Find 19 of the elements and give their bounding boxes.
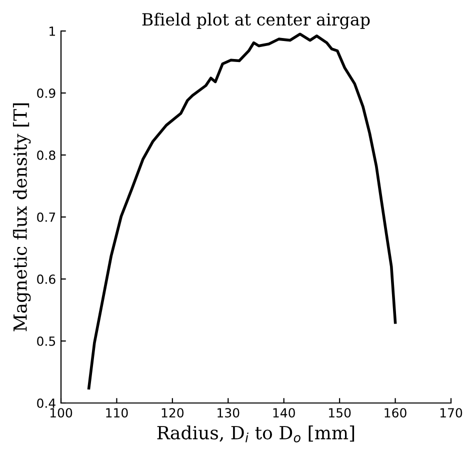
y-tick-label: 0.8 bbox=[37, 150, 56, 160]
y-tick-label: 0.6 bbox=[37, 274, 56, 284]
x-tick-label: 160 bbox=[384, 408, 406, 418]
x-tick-label: 130 bbox=[218, 408, 240, 418]
y-tick-label: 0.5 bbox=[37, 336, 56, 346]
x-tick-label: 150 bbox=[329, 408, 351, 418]
y-axis-title: Magnetic flux density [T] bbox=[12, 103, 31, 332]
x-tick-label: 140 bbox=[273, 408, 295, 418]
chart-title: Bfield plot at center airgap bbox=[142, 12, 370, 30]
y-tick-label: 0.7 bbox=[37, 212, 56, 222]
y-tick-label: 0.9 bbox=[37, 88, 56, 98]
line-series bbox=[87, 32, 397, 390]
x-tick-label: 120 bbox=[162, 408, 184, 418]
x-tick-label: 100 bbox=[50, 408, 72, 418]
y-tick-label: 1 bbox=[50, 26, 55, 36]
x-tick-label: 170 bbox=[440, 408, 462, 418]
y-tick-label: 0.4 bbox=[37, 398, 56, 408]
x-axis-title: Radius, D$_{i}$ to D$_{o}$ [mm] bbox=[157, 426, 354, 442]
x-tick-label: 110 bbox=[106, 408, 128, 418]
